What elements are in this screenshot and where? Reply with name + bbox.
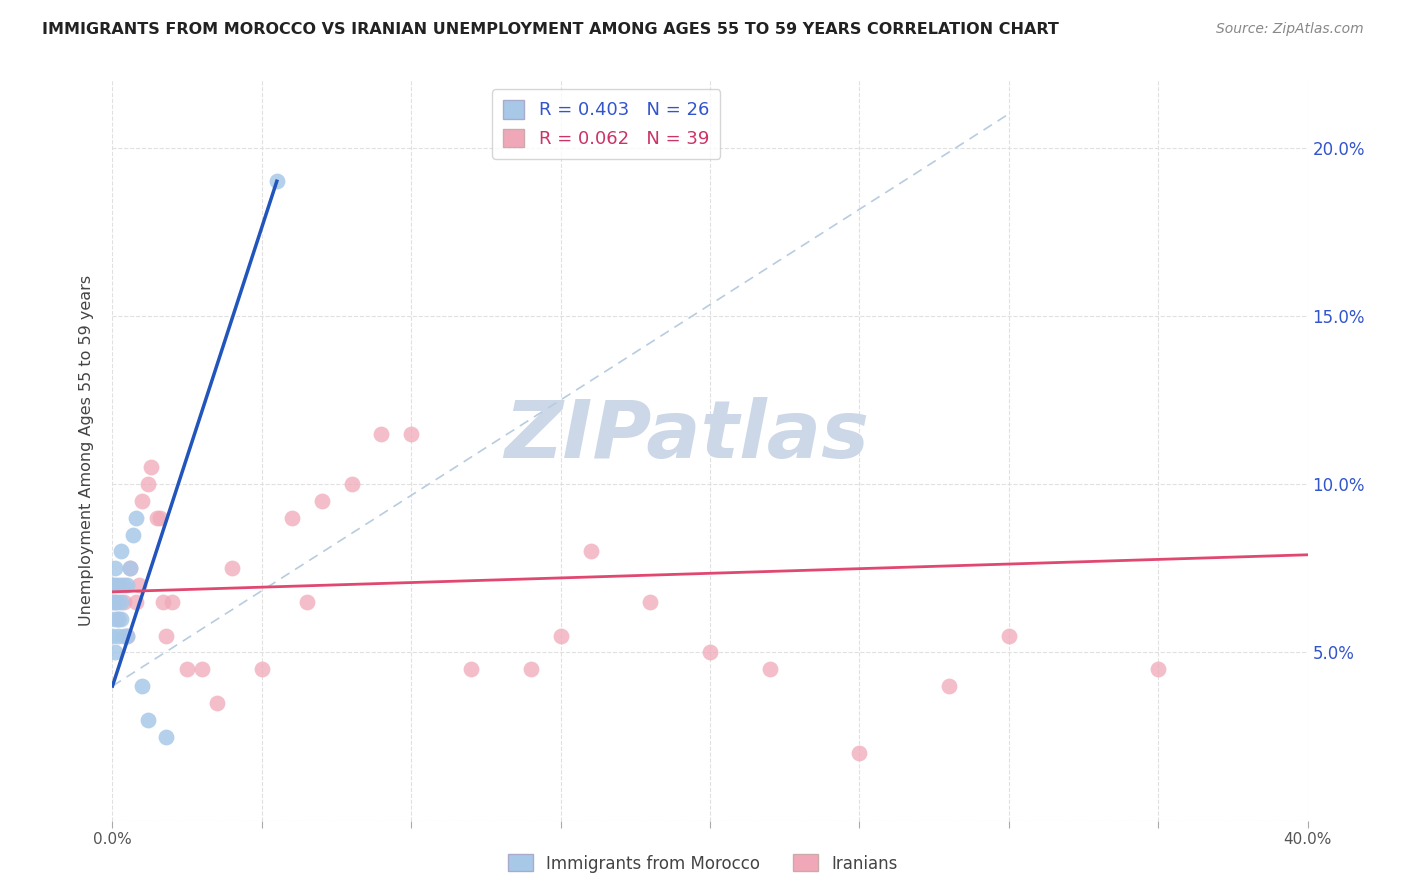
Point: [191, 662, 214, 676]
Point: [110, 595, 132, 609]
Point: [155, 730, 177, 744]
Point: [759, 662, 782, 676]
Point: [640, 595, 662, 609]
Point: [579, 544, 602, 558]
Point: [104, 595, 127, 609]
Point: [101, 578, 124, 592]
Point: [110, 612, 132, 626]
Point: [104, 561, 127, 575]
Point: [120, 561, 142, 575]
Point: [107, 595, 129, 609]
Point: [155, 628, 177, 642]
Point: [152, 595, 174, 609]
Point: [938, 679, 960, 693]
Point: [138, 477, 160, 491]
Point: [131, 494, 153, 508]
Point: [107, 578, 129, 592]
Point: [128, 578, 150, 592]
Legend: Immigrants from Morocco, Iranians: Immigrants from Morocco, Iranians: [501, 847, 905, 880]
Point: [162, 595, 183, 609]
Point: [114, 595, 135, 609]
Point: [101, 595, 124, 609]
Point: [848, 747, 870, 761]
Point: [125, 595, 148, 609]
Point: [221, 561, 243, 575]
Point: [149, 510, 172, 524]
Point: [125, 510, 148, 524]
Point: [104, 578, 127, 592]
Point: [138, 713, 160, 727]
Point: [107, 612, 129, 626]
Point: [117, 628, 139, 642]
Point: [114, 578, 135, 592]
Point: [110, 578, 132, 592]
Text: ZIPatlas: ZIPatlas: [503, 397, 869, 475]
Point: [281, 510, 304, 524]
Point: [114, 628, 135, 642]
Point: [104, 645, 127, 659]
Point: [266, 174, 288, 188]
Point: [107, 628, 129, 642]
Text: Source: ZipAtlas.com: Source: ZipAtlas.com: [1216, 22, 1364, 37]
Point: [101, 628, 124, 642]
Y-axis label: Unemployment Among Ages 55 to 59 years: Unemployment Among Ages 55 to 59 years: [79, 275, 94, 626]
Point: [550, 628, 572, 642]
Point: [146, 510, 169, 524]
Point: [110, 544, 132, 558]
Point: [311, 494, 333, 508]
Point: [122, 527, 145, 541]
Point: [520, 662, 543, 676]
Point: [205, 696, 228, 710]
Text: IMMIGRANTS FROM MOROCCO VS IRANIAN UNEMPLOYMENT AMONG AGES 55 TO 59 YEARS CORREL: IMMIGRANTS FROM MOROCCO VS IRANIAN UNEMP…: [42, 22, 1059, 37]
Point: [107, 612, 129, 626]
Point: [998, 628, 1021, 642]
Point: [1147, 662, 1170, 676]
Point: [401, 426, 423, 441]
Point: [104, 595, 127, 609]
Point: [101, 578, 124, 592]
Point: [295, 595, 318, 609]
Point: [117, 578, 139, 592]
Point: [131, 679, 153, 693]
Point: [699, 645, 721, 659]
Point: [117, 628, 139, 642]
Point: [250, 662, 273, 676]
Point: [104, 612, 127, 626]
Point: [176, 662, 198, 676]
Legend: R = 0.403   N = 26, R = 0.062   N = 39: R = 0.403 N = 26, R = 0.062 N = 39: [492, 89, 720, 159]
Point: [120, 561, 142, 575]
Point: [460, 662, 482, 676]
Point: [340, 477, 363, 491]
Point: [141, 460, 163, 475]
Point: [370, 426, 392, 441]
